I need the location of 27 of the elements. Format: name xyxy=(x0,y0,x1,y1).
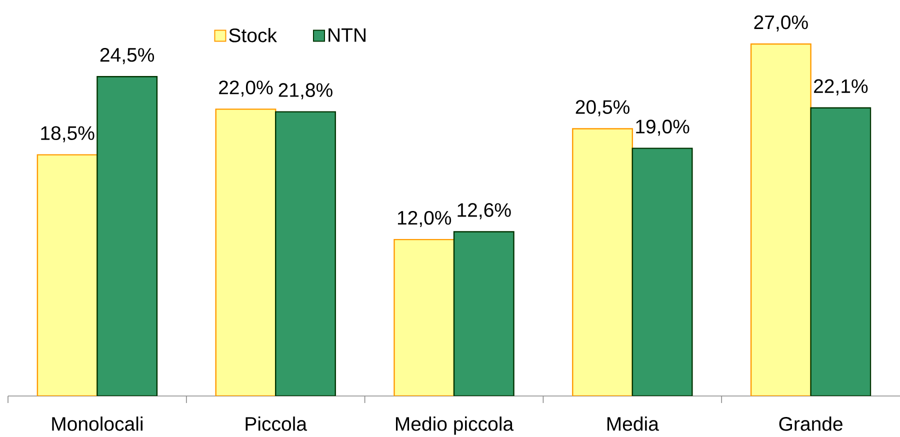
bar xyxy=(453,231,514,396)
x-tick-label: Media xyxy=(607,416,659,431)
x-tick-label: Grande xyxy=(779,416,842,431)
data-label: 18,5% xyxy=(41,126,94,142)
data-label: 21,8% xyxy=(278,83,332,100)
data-label: 22,0% xyxy=(219,80,273,97)
data-label: 22,1% xyxy=(814,79,868,96)
x-tick-label: Medio piccola xyxy=(396,416,514,435)
bar xyxy=(394,238,455,396)
data-label: 12,0% xyxy=(398,210,452,228)
bar xyxy=(632,148,693,396)
data-label: 12,6% xyxy=(458,203,511,220)
bar xyxy=(96,76,158,396)
x-tick-label: Piccola xyxy=(246,416,308,431)
data-label: 19,0% xyxy=(636,120,690,136)
data-label: 20,5% xyxy=(576,100,630,116)
legend-label: NTN xyxy=(328,28,366,42)
bar xyxy=(36,154,98,396)
data-label: 24,5% xyxy=(100,48,154,64)
data-label: 27,0% xyxy=(754,15,808,32)
bar xyxy=(275,111,336,396)
legend-label: Stock xyxy=(229,28,278,42)
bar xyxy=(215,108,276,396)
bar xyxy=(750,43,812,396)
x-tick-label: Monolocali xyxy=(52,416,142,431)
bar xyxy=(810,107,872,396)
bar xyxy=(572,128,634,396)
